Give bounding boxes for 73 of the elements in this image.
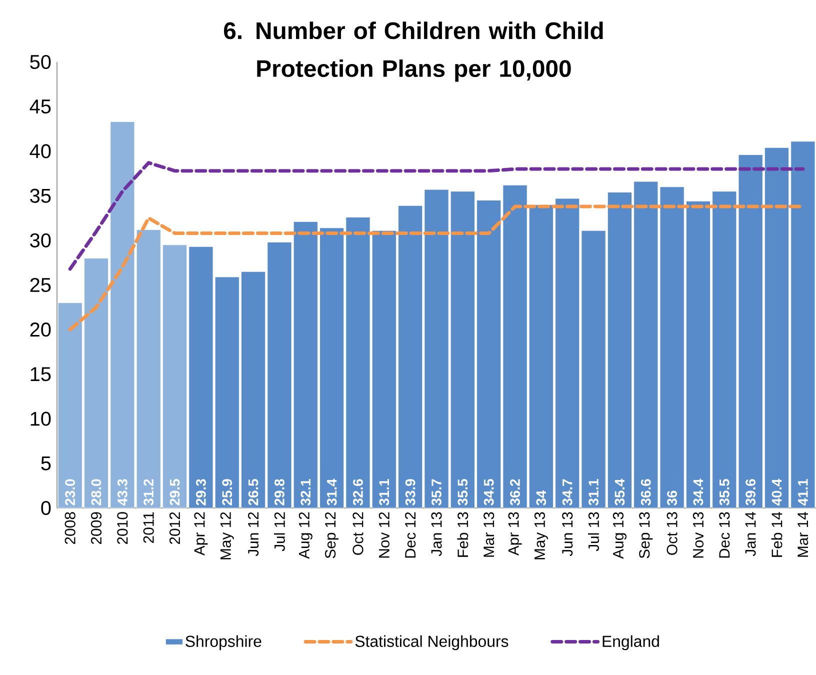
data-label: 43.3 xyxy=(117,479,128,506)
data-label: 31.1 xyxy=(379,479,390,506)
y-tick-label: 40 xyxy=(30,144,51,158)
x-tick-label: Jan 13 xyxy=(431,512,442,556)
legend-label: Statistical Neighbours xyxy=(355,635,508,650)
x-tick-label: May 12 xyxy=(220,512,234,560)
x-tick-label: Oct 12 xyxy=(352,512,364,555)
x-tick-label: Nov 12 xyxy=(378,512,390,558)
data-label: 40.4 xyxy=(772,478,782,506)
data-label: 41.1 xyxy=(798,479,808,506)
data-label: 39.6 xyxy=(746,479,756,506)
data-label: 28.0 xyxy=(91,479,102,506)
data-label: 34.4 xyxy=(693,478,704,506)
data-label: 34.5 xyxy=(484,479,494,506)
x-tick-label: Aug 12 xyxy=(298,512,312,559)
y-tick-label: 30 xyxy=(30,233,51,248)
data-label: 33.9 xyxy=(405,479,416,506)
data-label: 23.0 xyxy=(65,479,76,506)
x-tick-label: Feb 14 xyxy=(771,512,782,557)
y-tick-label: 5 xyxy=(41,456,51,470)
data-label: 34 xyxy=(536,490,546,506)
y-tick-label: 20 xyxy=(30,322,51,337)
x-tick-label: Dec 12 xyxy=(405,512,416,558)
data-label: 35.4 xyxy=(614,478,625,506)
x-tick-label: Nov 13 xyxy=(692,512,704,558)
x-tick-label: Mar 14 xyxy=(798,512,808,557)
x-tick-label: Sep 13 xyxy=(639,512,653,558)
data-label: 29.3 xyxy=(196,479,206,506)
legend-label: England xyxy=(602,635,659,650)
data-label: 36 xyxy=(667,490,678,506)
x-tick-label: Jun 13 xyxy=(562,512,573,556)
x-tick-label: 2011 xyxy=(143,512,154,543)
data-label: 25.9 xyxy=(222,479,232,506)
x-tick-label: Aug 13 xyxy=(612,512,626,559)
y-tick-label: 25 xyxy=(30,278,51,292)
x-tick-label: Feb 13 xyxy=(457,512,468,557)
data-label: 34.7 xyxy=(562,479,572,506)
x-tick-label: Jan 14 xyxy=(745,512,756,556)
data-label: 29.8 xyxy=(274,479,284,506)
x-tick-label: 2010 xyxy=(117,512,128,544)
x-tick-label: Sep 12 xyxy=(325,512,339,558)
x-tick-label: May 13 xyxy=(534,512,548,560)
data-label: 31.4 xyxy=(326,478,337,506)
x-tick-label: Jul 12 xyxy=(274,512,285,552)
data-label: 31.2 xyxy=(144,479,154,506)
x-tick-label: Jun 12 xyxy=(248,512,259,556)
data-label: 31.1 xyxy=(588,479,598,506)
y-tick-label: 35 xyxy=(30,188,51,203)
x-tick-label: Mar 13 xyxy=(484,512,494,557)
data-label: 26.5 xyxy=(248,479,258,506)
data-label: 29.5 xyxy=(170,479,180,506)
data-label: 32.1 xyxy=(300,479,311,506)
y-tick-label: 10 xyxy=(30,412,51,426)
data-label: 32.6 xyxy=(353,479,363,506)
x-tick-label: Apr 13 xyxy=(508,512,522,556)
y-tick-label: 15 xyxy=(30,367,51,382)
y-tick-label: 0 xyxy=(41,500,51,516)
legend-label: Shropshire xyxy=(186,635,262,650)
x-tick-label: 2012 xyxy=(169,512,180,544)
x-tick-label: Oct 13 xyxy=(666,512,678,555)
y-tick-label: 45 xyxy=(30,100,51,114)
data-label: 36.2 xyxy=(510,479,520,506)
data-label: 35.7 xyxy=(432,479,442,506)
data-label: 35.5 xyxy=(719,479,730,506)
data-label: 36.6 xyxy=(640,479,651,506)
x-tick-label: Jul 13 xyxy=(588,512,600,552)
chart-title: 6. Number of Children with Child Protection Plans per 10,000 xyxy=(224,22,603,82)
x-tick-label: 2008 xyxy=(64,512,76,544)
x-tick-label: Apr 12 xyxy=(194,512,208,556)
y-tick-label: 50 xyxy=(30,54,51,70)
x-tick-label: 2009 xyxy=(90,512,102,544)
x-tick-label: Dec 13 xyxy=(719,512,730,558)
data-label: 35.5 xyxy=(458,479,468,506)
